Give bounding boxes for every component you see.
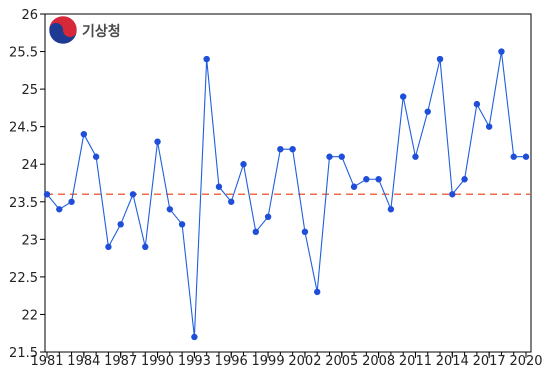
data-point <box>129 191 137 198</box>
y-tick-label: 22.5 <box>9 271 38 286</box>
logo: 기상청 <box>48 15 121 45</box>
data-point <box>228 198 235 205</box>
data-point <box>301 228 309 236</box>
x-tick-label: 2011 <box>399 354 432 366</box>
data-point <box>399 93 407 100</box>
series-line-layer <box>46 51 526 338</box>
x-tick-label: 1984 <box>67 354 100 366</box>
data-point <box>166 206 174 213</box>
data-point <box>43 191 51 198</box>
x-tick-label: 2014 <box>436 354 469 366</box>
y-tick-label: 24.5 <box>9 121 38 136</box>
logo-text: 기상청 <box>82 24 121 40</box>
x-tick-label: 1987 <box>104 354 137 366</box>
data-point <box>252 228 259 236</box>
x-tick-label: 1996 <box>215 354 248 366</box>
x-tick-label: 2008 <box>362 354 395 366</box>
x-axis-ticks: 1981 1984 1987 1990 1993 1996 1999 2002 2005 2008… <box>30 352 542 366</box>
data-point <box>510 153 517 160</box>
data-point <box>105 243 112 251</box>
data-point <box>56 206 63 213</box>
x-tick-label: 1990 <box>141 354 174 366</box>
y-tick-label: 22 <box>21 308 38 323</box>
y-tick-label: 24 <box>21 158 38 173</box>
y-tick-label: 26 <box>21 8 38 23</box>
data-point <box>314 288 321 296</box>
data-point <box>436 55 444 63</box>
series-markers-layer <box>43 48 530 341</box>
data-point <box>363 176 370 183</box>
data-point <box>215 183 223 190</box>
x-tick-label: 2017 <box>473 354 506 366</box>
y-tick-label: 25 <box>21 83 38 98</box>
series-line <box>46 51 526 338</box>
x-tick-label: 1993 <box>178 354 211 366</box>
data-point <box>424 108 431 115</box>
taegeuk-logo-icon <box>48 15 78 45</box>
data-point <box>498 48 505 55</box>
y-tick-label: 23 <box>21 233 38 248</box>
data-point <box>412 153 419 160</box>
data-point <box>289 146 296 153</box>
data-point <box>142 243 149 251</box>
y-axis-ticks: 21.5 22 22.5 23 23.5 24 24.5 25 25.5 26 <box>9 8 45 361</box>
data-point <box>326 153 333 160</box>
data-point <box>375 176 382 183</box>
data-point <box>117 221 124 228</box>
data-point <box>154 138 161 145</box>
data-point <box>277 146 284 153</box>
data-point <box>338 153 345 160</box>
x-tick-label: 1981 <box>30 354 63 366</box>
data-point <box>473 100 481 108</box>
data-point <box>485 123 493 130</box>
data-point <box>240 161 247 168</box>
plot-frame <box>44 13 532 353</box>
x-tick-label: 2005 <box>325 354 358 366</box>
data-point <box>350 183 358 190</box>
data-point <box>68 198 75 205</box>
y-tick-label: 25.5 <box>9 46 38 61</box>
data-point <box>387 206 395 213</box>
data-point <box>203 55 210 63</box>
data-point <box>449 191 456 198</box>
data-point <box>92 153 100 160</box>
data-point <box>80 130 88 138</box>
x-tick-label: 2002 <box>288 354 321 366</box>
x-tick-label: 2020 <box>509 354 542 366</box>
data-point <box>522 153 530 160</box>
data-point <box>191 333 198 341</box>
data-point <box>461 176 468 183</box>
y-tick-label: 21.5 <box>9 346 38 361</box>
data-point <box>178 221 186 228</box>
y-tick-label: 23.5 <box>9 196 38 211</box>
x-tick-label: 1999 <box>252 354 285 366</box>
data-point <box>264 213 272 220</box>
